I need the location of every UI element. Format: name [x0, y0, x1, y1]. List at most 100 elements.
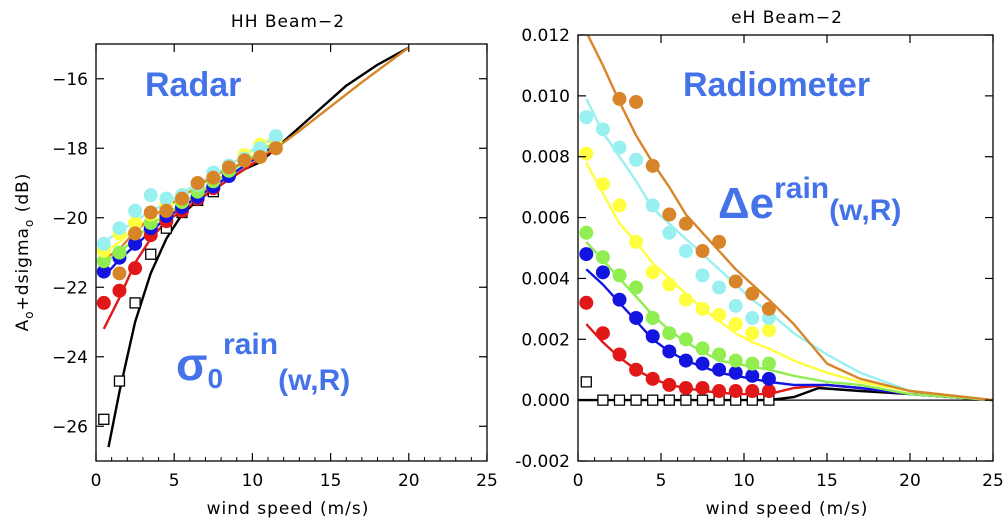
right-point-blue: [695, 356, 710, 371]
left-point-red: [128, 261, 143, 276]
left-xtick-label: 20: [398, 471, 420, 491]
right-point-green: [712, 347, 727, 362]
right-point-blue: [645, 329, 660, 344]
right-point-black: [696, 394, 709, 406]
radiometer-annotation: Radiometer: [683, 66, 870, 104]
right-ytick-label: 0.002: [521, 330, 570, 350]
delta-e-symbol: Δe: [718, 179, 774, 228]
right-point-yellow: [629, 234, 644, 249]
right-point-red: [595, 326, 610, 341]
left-point-orange: [190, 176, 205, 190]
right-point-black: [647, 394, 659, 406]
left-ylabel-a: A: [13, 319, 33, 332]
right-point-cyan: [662, 225, 677, 240]
right-point-yellow: [678, 292, 693, 307]
right-point-orange: [612, 91, 627, 106]
left-point-orange: [206, 170, 221, 185]
left-point-black: [113, 375, 126, 387]
right-point-yellow: [712, 307, 727, 322]
right-point-cyan: [728, 298, 743, 313]
left-ytick-label: −16: [52, 70, 88, 90]
right-point-red: [612, 347, 627, 362]
radar-panel: HH Beam−2 0 5 10 15 20 25 −26 −24 −22 −20 −18 −16 w…: [13, 12, 498, 519]
left-point-red: [112, 283, 127, 298]
left-point-black: [129, 297, 141, 309]
right-point-cyan: [612, 140, 627, 155]
right-series-markers: [579, 91, 776, 406]
right-point-red: [579, 295, 594, 310]
left-point-orange: [112, 266, 127, 281]
right-ytick-label: 0.010: [521, 87, 570, 107]
right-point-blue: [595, 265, 610, 280]
left-point-green: [96, 254, 111, 269]
left-xtick-label: 25: [476, 471, 498, 491]
left-point-black: [145, 248, 157, 260]
left-point-orange: [159, 203, 174, 218]
right-point-blue: [728, 365, 743, 380]
delta-e-superscript: rain: [774, 172, 829, 205]
right-point-orange: [629, 94, 644, 109]
right-point-blue: [761, 371, 776, 386]
right-point-yellow: [728, 317, 743, 332]
right-point-yellow: [612, 198, 627, 213]
right-point-green: [595, 250, 610, 265]
left-point-cyan: [96, 236, 111, 251]
left-point-orange: [221, 160, 236, 175]
right-point-yellow: [761, 323, 776, 338]
left-ytick-label: −22: [52, 278, 88, 298]
right-xtick-label: 10: [733, 471, 755, 491]
right-ytick-label: 0.006: [521, 209, 570, 229]
left-point-cyan: [268, 129, 283, 144]
right-xlabel: wind speed (m/s): [706, 499, 869, 519]
left-point-blue: [128, 236, 143, 251]
right-point-orange: [678, 216, 693, 231]
left-ylabel-sub2: o: [22, 219, 36, 227]
left-point-green: [112, 245, 127, 260]
left-plot-area: [96, 46, 410, 448]
left-point-yellow: [128, 215, 143, 230]
right-xtick-label: 15: [816, 471, 838, 491]
right-point-yellow: [595, 177, 610, 192]
left-point-orange: [237, 153, 252, 168]
right-point-black: [597, 394, 609, 406]
radiometer-panel: eH Beam−2 0 5 10 15 20 25 -0.002 0.000 0.002 0.00…: [515, 8, 1004, 519]
right-point-green: [645, 310, 660, 325]
right-point-orange: [745, 286, 760, 301]
right-point-orange: [712, 234, 727, 249]
right-point-orange: [695, 244, 710, 259]
right-point-blue: [712, 362, 727, 377]
right-point-cyan: [678, 244, 693, 259]
left-point-orange: [175, 191, 190, 206]
left-point-cyan: [112, 221, 127, 236]
left-point-red: [96, 295, 111, 310]
right-point-yellow: [579, 146, 594, 161]
right-point-red: [645, 371, 660, 386]
right-plot-area: [578, 35, 993, 406]
right-point-green: [662, 326, 677, 341]
right-point-red: [695, 380, 710, 395]
right-point-black: [663, 394, 675, 406]
radar-annotation: Radar: [145, 66, 241, 104]
right-point-yellow: [662, 277, 677, 292]
right-point-black: [630, 394, 642, 406]
sigma-args: (w,R): [278, 364, 350, 397]
left-point-orange: [143, 205, 158, 220]
right-point-orange: [728, 274, 743, 289]
right-point-green: [761, 356, 776, 371]
right-xtick-label: 20: [899, 471, 921, 491]
sigma-symbol: σ: [176, 338, 207, 390]
right-ytick-label: 0.000: [521, 391, 570, 411]
right-point-blue: [579, 247, 594, 262]
right-ticks: 0 5 10 15 20 25 -0.002 0.000 0.002 0.004 0.006 0.00…: [515, 26, 1004, 491]
right-point-green: [612, 268, 627, 283]
right-point-red: [712, 384, 727, 399]
left-xtick-label: 15: [320, 471, 342, 491]
right-point-orange: [645, 158, 660, 173]
left-ytick-label: −26: [52, 417, 88, 437]
left-point-cyan: [159, 191, 174, 206]
right-point-green: [728, 353, 743, 368]
left-xlabel: wind speed (m/s): [207, 499, 370, 519]
sigma-subscript: 0: [207, 363, 223, 394]
left-point-blue: [96, 264, 111, 279]
